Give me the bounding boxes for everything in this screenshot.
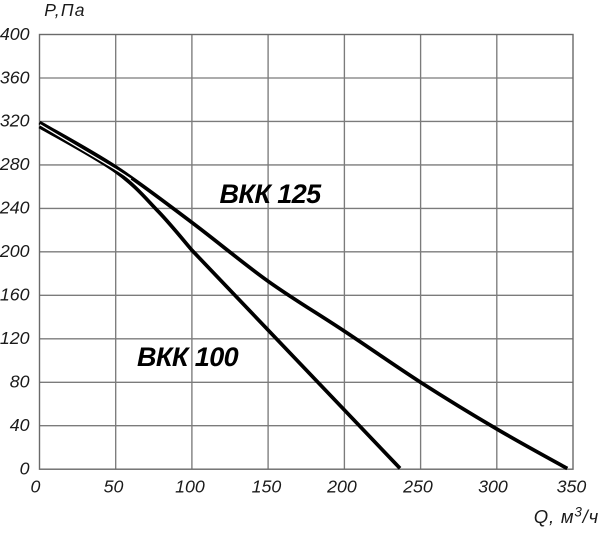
svg-text:ВКК 100: ВКК 100 xyxy=(137,342,239,372)
svg-text:P,Па: P,Па xyxy=(44,0,85,20)
svg-text:200: 200 xyxy=(326,477,357,497)
svg-text:Q, м3/ч: Q, м3/ч xyxy=(534,505,599,528)
svg-text:0: 0 xyxy=(31,477,41,497)
svg-text:200: 200 xyxy=(0,241,30,261)
svg-text:150: 150 xyxy=(252,477,282,497)
svg-text:100: 100 xyxy=(175,477,205,497)
svg-text:80: 80 xyxy=(10,372,30,392)
svg-text:250: 250 xyxy=(402,477,433,497)
svg-text:50: 50 xyxy=(104,477,124,497)
svg-text:160: 160 xyxy=(0,285,30,305)
svg-text:360: 360 xyxy=(0,67,30,87)
svg-text:300: 300 xyxy=(478,477,508,497)
svg-text:350: 350 xyxy=(557,477,587,497)
svg-text:ВКК 125: ВКК 125 xyxy=(220,179,323,209)
svg-text:120: 120 xyxy=(0,328,30,348)
svg-text:40: 40 xyxy=(10,415,30,435)
svg-text:240: 240 xyxy=(0,198,30,218)
svg-text:0: 0 xyxy=(20,459,30,479)
svg-text:400: 400 xyxy=(0,24,30,44)
svg-text:280: 280 xyxy=(0,154,30,174)
svg-text:320: 320 xyxy=(0,111,30,131)
